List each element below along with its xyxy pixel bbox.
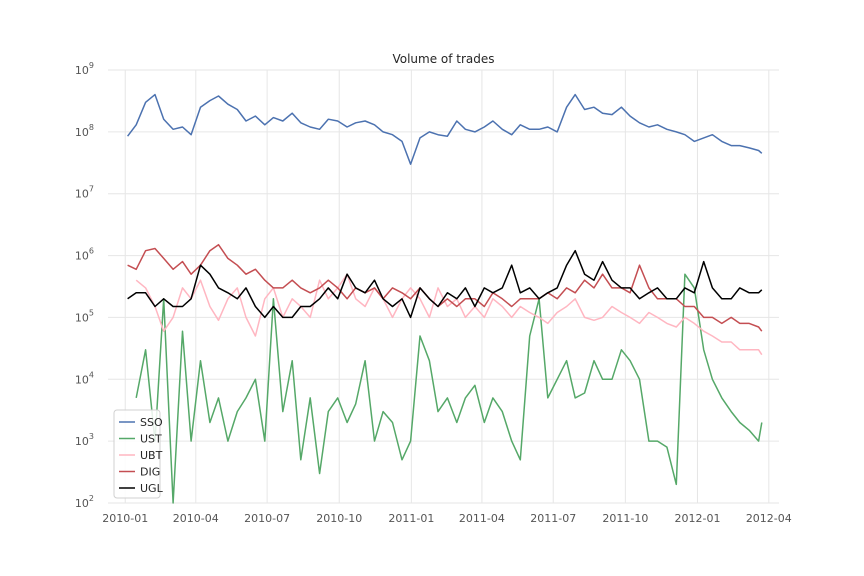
x-tick-label: 2011-04 — [459, 512, 505, 525]
y-tick-label: 107 — [75, 185, 94, 201]
legend-label-dig: DIG — [140, 466, 160, 479]
x-axis: 2010-01 2010-04 2010-07 2010-10 2011-01 2011-… — [102, 512, 792, 525]
grid-lines — [108, 69, 779, 504]
x-tick-label: 2012-04 — [746, 512, 792, 525]
x-tick-label: 2011-01 — [388, 512, 434, 525]
legend-label-sso: SSO — [140, 416, 163, 429]
y-tick-label: 103 — [75, 432, 94, 448]
series-line-ugl — [127, 249, 763, 319]
x-tick-label: 2010-04 — [173, 512, 219, 525]
y-tick-label: 104 — [75, 370, 94, 386]
y-tick-label: 105 — [75, 308, 94, 324]
x-tick-label: 2012-01 — [674, 512, 720, 525]
legend-box — [113, 409, 161, 499]
series-line-ubt — [135, 273, 763, 356]
legend-label-ubt: UBT — [140, 449, 163, 462]
x-tick-label: 2011-07 — [530, 512, 576, 525]
y-axis: 102 103 104 105 106 107 108 109 — [75, 61, 94, 510]
x-tick-label: 2010-10 — [316, 512, 362, 525]
series-line-dig — [127, 243, 763, 332]
series-layer — [127, 93, 763, 504]
y-tick-label: 108 — [75, 123, 94, 139]
x-tick-label: 2010-07 — [244, 512, 290, 525]
y-tick-label: 106 — [75, 247, 94, 263]
legend-label-ugl: UGL — [140, 482, 164, 495]
series-line-ust — [135, 273, 763, 504]
legend-label-ust: UST — [140, 433, 162, 446]
y-tick-label: 109 — [75, 61, 94, 77]
x-tick-label: 2011-10 — [602, 512, 648, 525]
series-line-sso — [127, 93, 763, 165]
chart-title: Volume of trades — [392, 52, 494, 66]
x-tick-label: 2010-01 — [102, 512, 148, 525]
y-tick-label: 102 — [75, 494, 94, 510]
legend: SSO UST UBT DIG UGL — [113, 409, 164, 499]
